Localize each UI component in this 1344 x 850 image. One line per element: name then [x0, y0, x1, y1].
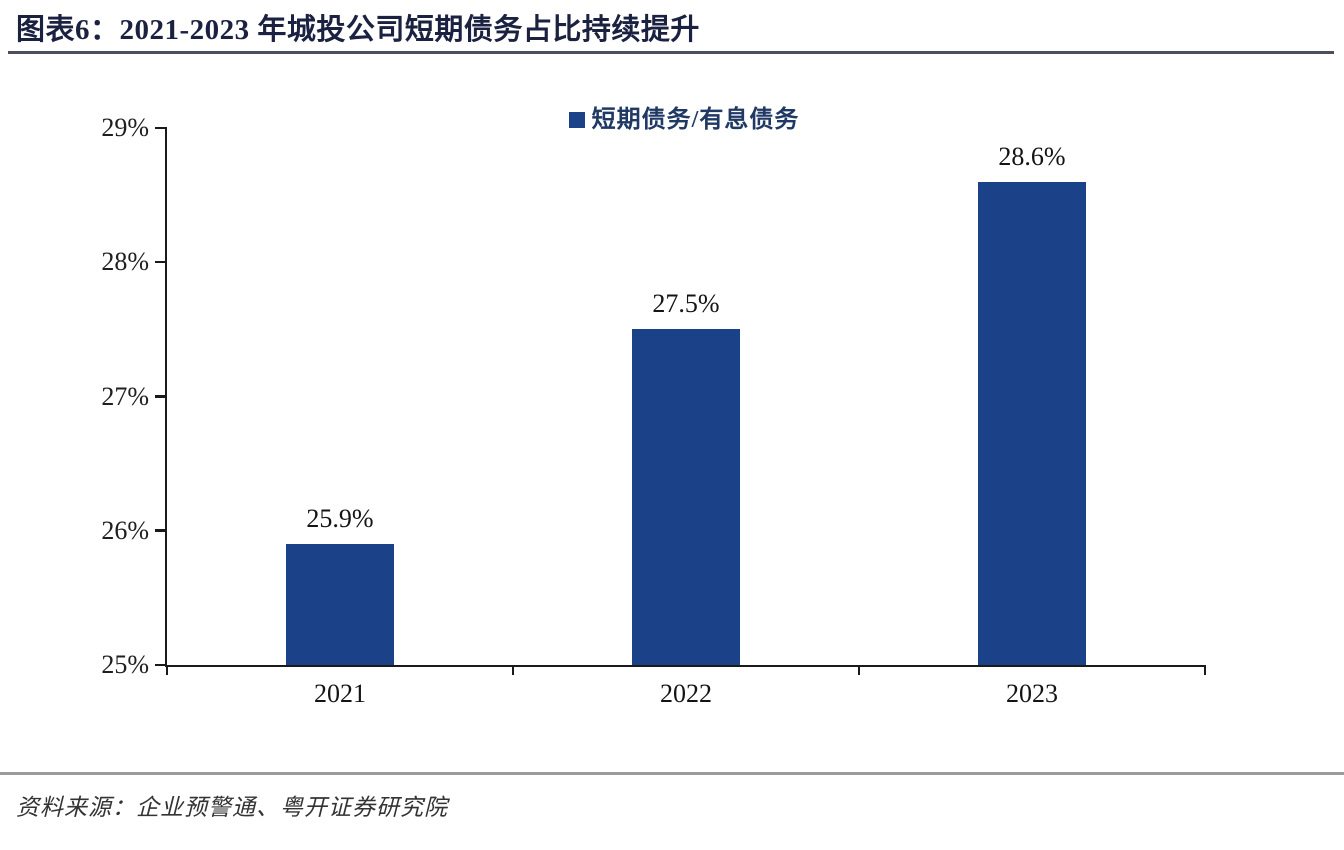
legend-label: 短期债务/有息债务	[591, 107, 800, 133]
source-note: 资料来源：企业预警通、粤开证券研究院	[16, 795, 448, 820]
bar-2022	[632, 329, 740, 665]
legend-swatch-icon	[568, 112, 585, 128]
bar-value-label-2021: 25.9%	[306, 504, 374, 534]
y-axis-tick-mark	[155, 663, 167, 666]
x-axis-category-label-2022: 2022	[660, 679, 712, 708]
x-axis-tick-mark	[165, 665, 169, 675]
bar-value-label-2022: 27.5%	[652, 289, 720, 319]
y-axis-tick-mark	[155, 126, 167, 129]
y-axis-tick-label: 29%	[101, 113, 149, 142]
y-axis-tick-label: 28%	[101, 247, 149, 277]
y-axis-tick-label: 25%	[101, 650, 149, 679]
x-axis-category-label-2021: 2021	[314, 679, 366, 708]
footer-divider	[0, 772, 1344, 775]
x-axis-tick-mark	[1203, 665, 1207, 675]
y-axis-tick-mark	[155, 260, 167, 264]
title-divider	[8, 51, 1334, 54]
y-axis-tick-mark	[155, 529, 167, 532]
y-axis-tick-label: 27%	[101, 381, 149, 411]
y-axis-tick-mark	[155, 395, 167, 398]
plot-area: 25% 26% 27% 28% 29% 25.9% 2021 27.5% 2022 28.6% 20…	[101, 114, 1207, 708]
x-axis-tick-mark	[857, 665, 861, 675]
bar-value-label-2023: 28.6%	[998, 141, 1066, 171]
bar-2021	[286, 544, 394, 665]
x-axis-tick-mark	[511, 665, 515, 675]
y-axis-tick-label: 26%	[101, 515, 149, 545]
chart-title: 图表6：2021-2023 年城投公司短期债务占比持续提升	[16, 14, 700, 46]
x-axis-category-label-2023: 2023	[1006, 679, 1058, 708]
bar-2023	[978, 181, 1086, 665]
chart-legend: 短期债务/有息债务	[165, 99, 1203, 134]
